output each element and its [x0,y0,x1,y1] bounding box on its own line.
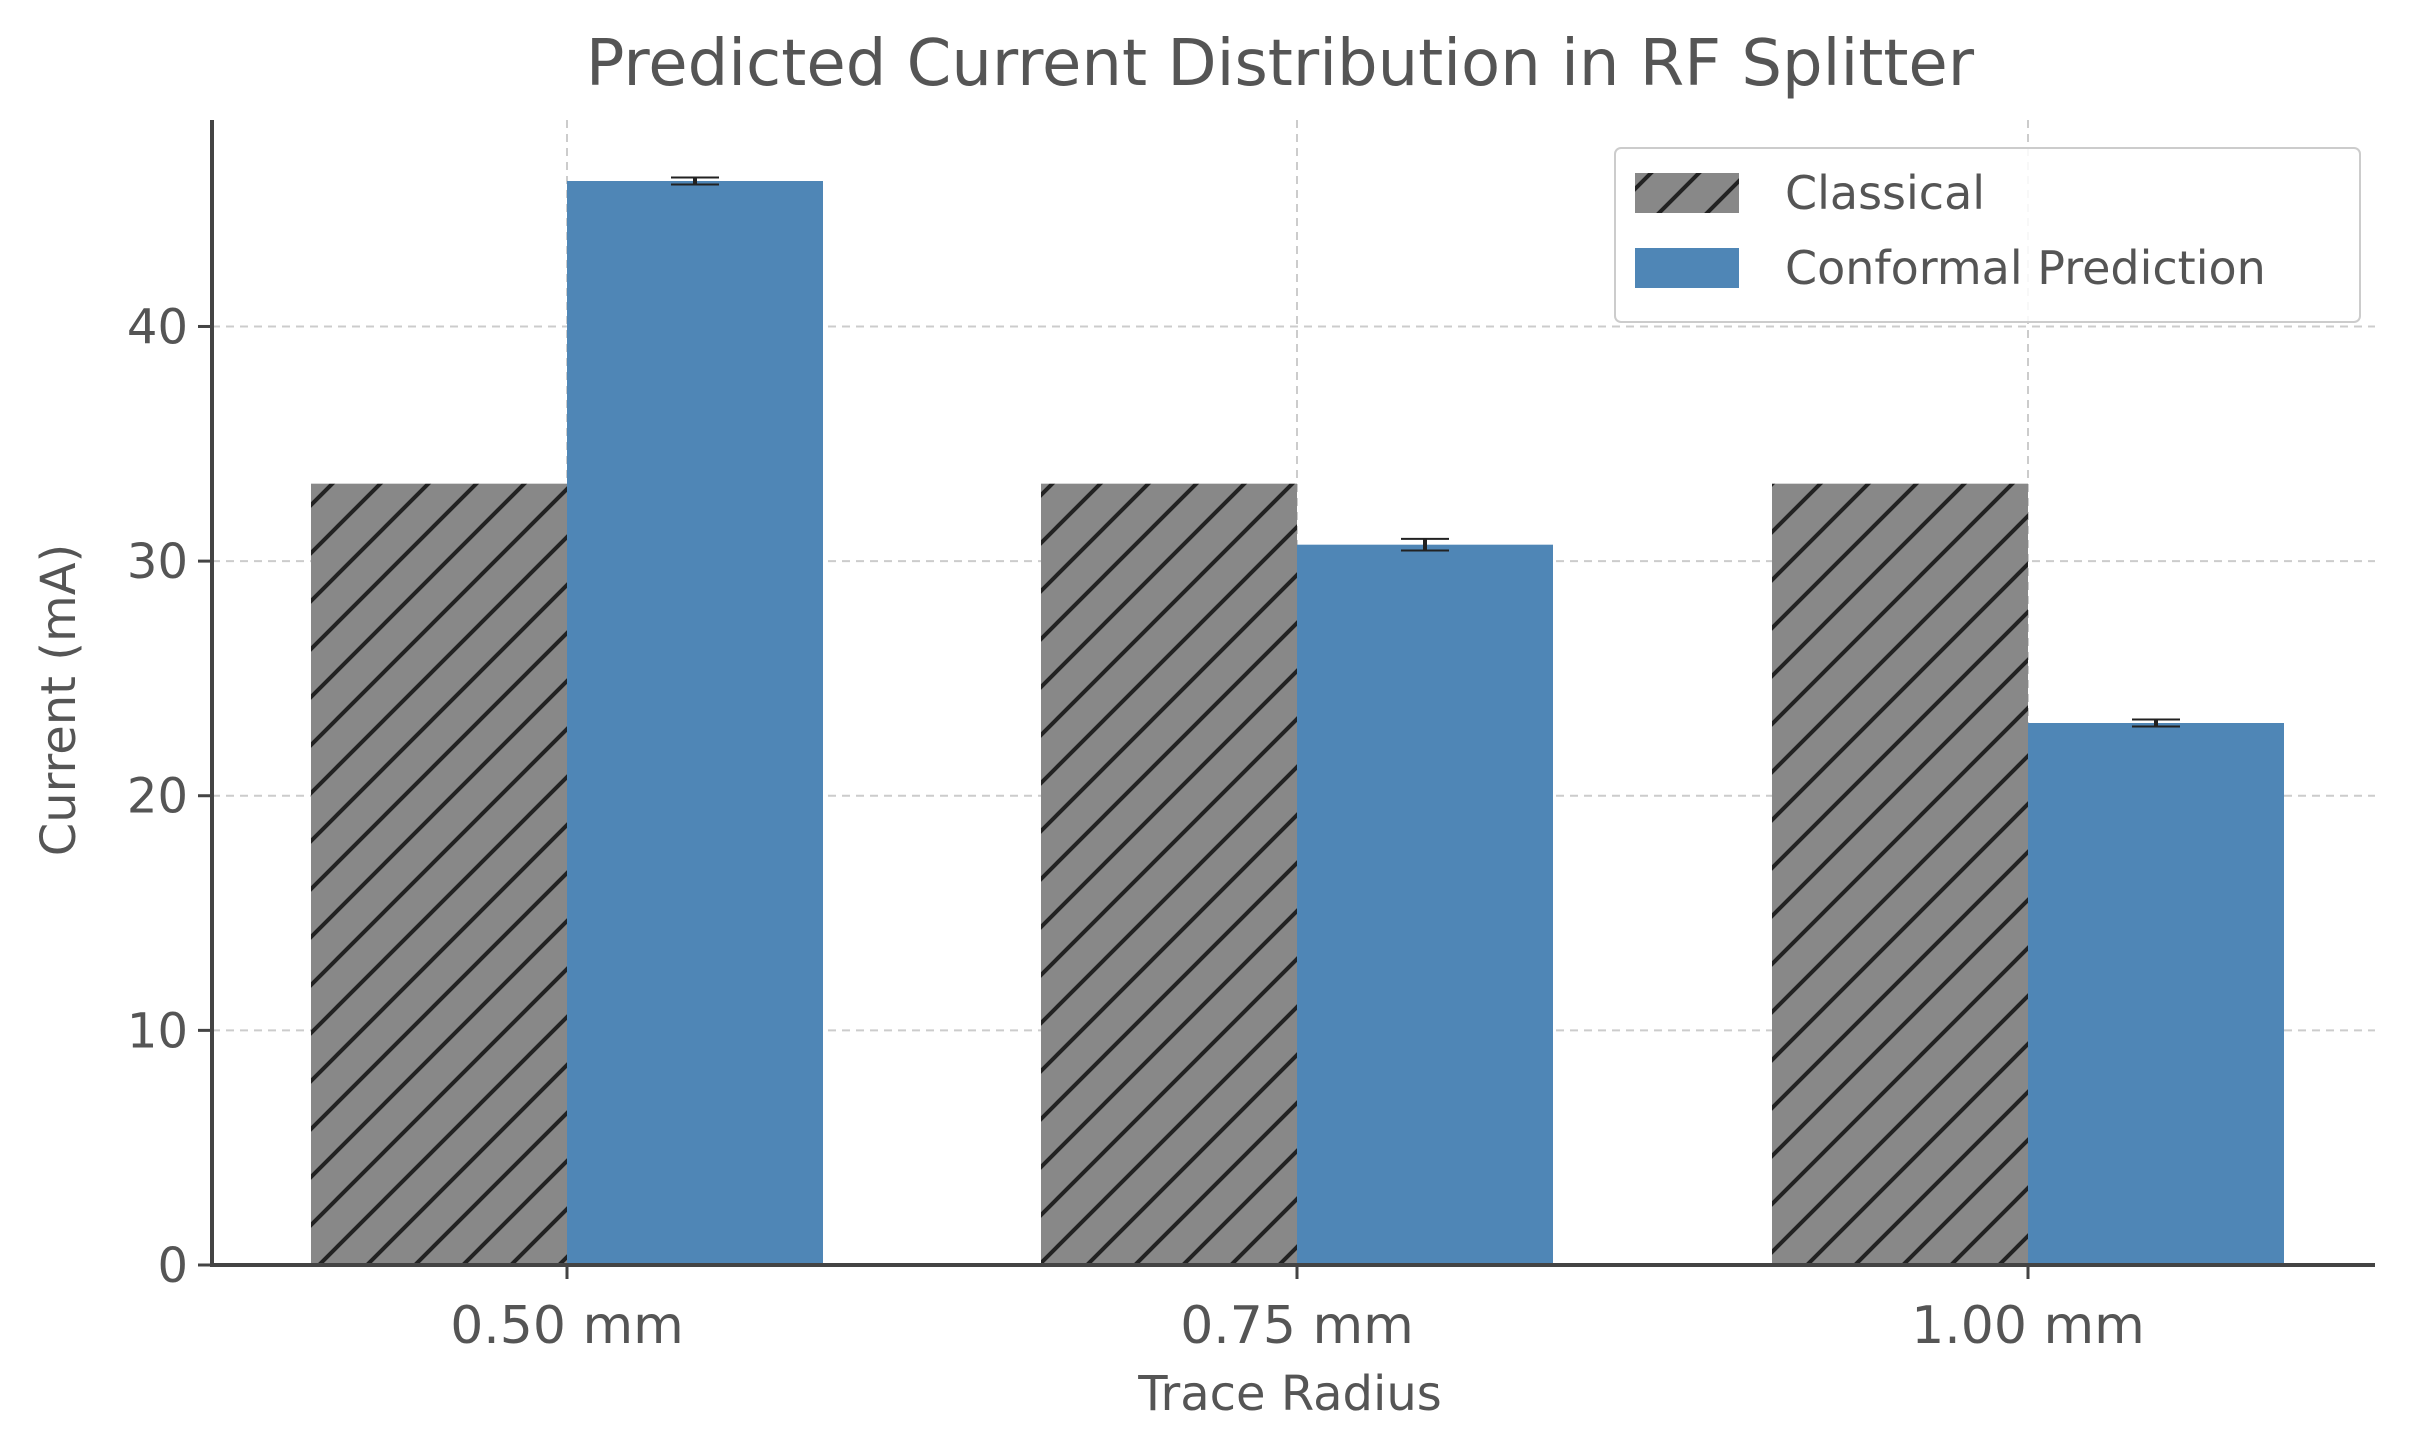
bar-classical-0 [311,483,567,1265]
chart-title: Predicted Current Distribution in RF Spl… [586,27,1975,101]
legend-swatch-conformal-prediction [1635,248,1739,288]
legend: Classical Conformal Prediction [1614,147,2361,323]
x-tick-label: 0.50 mm [450,1296,684,1356]
legend-swatch-classical [1635,173,1739,213]
bar-conformal-prediction-2 [2028,723,2284,1265]
legend-label-classical: Classical [1785,166,1985,220]
x-tick-label: 1.00 mm [1911,1296,2145,1356]
bar-conformal-prediction-0 [567,181,823,1265]
legend-label-conformal-prediction: Conformal Prediction [1785,241,2266,295]
bar-classical-1 [1041,483,1297,1265]
x-axis-label: Trace Radius [1137,1366,1442,1422]
y-tick-label: 30 [127,534,188,590]
bar-classical-2 [1772,483,2028,1265]
y-tick-label: 10 [127,1003,188,1059]
y-axis-label: Current (mA) [31,544,87,857]
y-tick-label: 0 [157,1238,188,1294]
x-tick-label: 0.75 mm [1180,1296,1414,1356]
y-tick-label: 20 [127,769,188,825]
legend-box [1614,147,2361,323]
bar-conformal-prediction-1 [1297,544,1553,1265]
y-tick-label: 40 [127,299,188,355]
